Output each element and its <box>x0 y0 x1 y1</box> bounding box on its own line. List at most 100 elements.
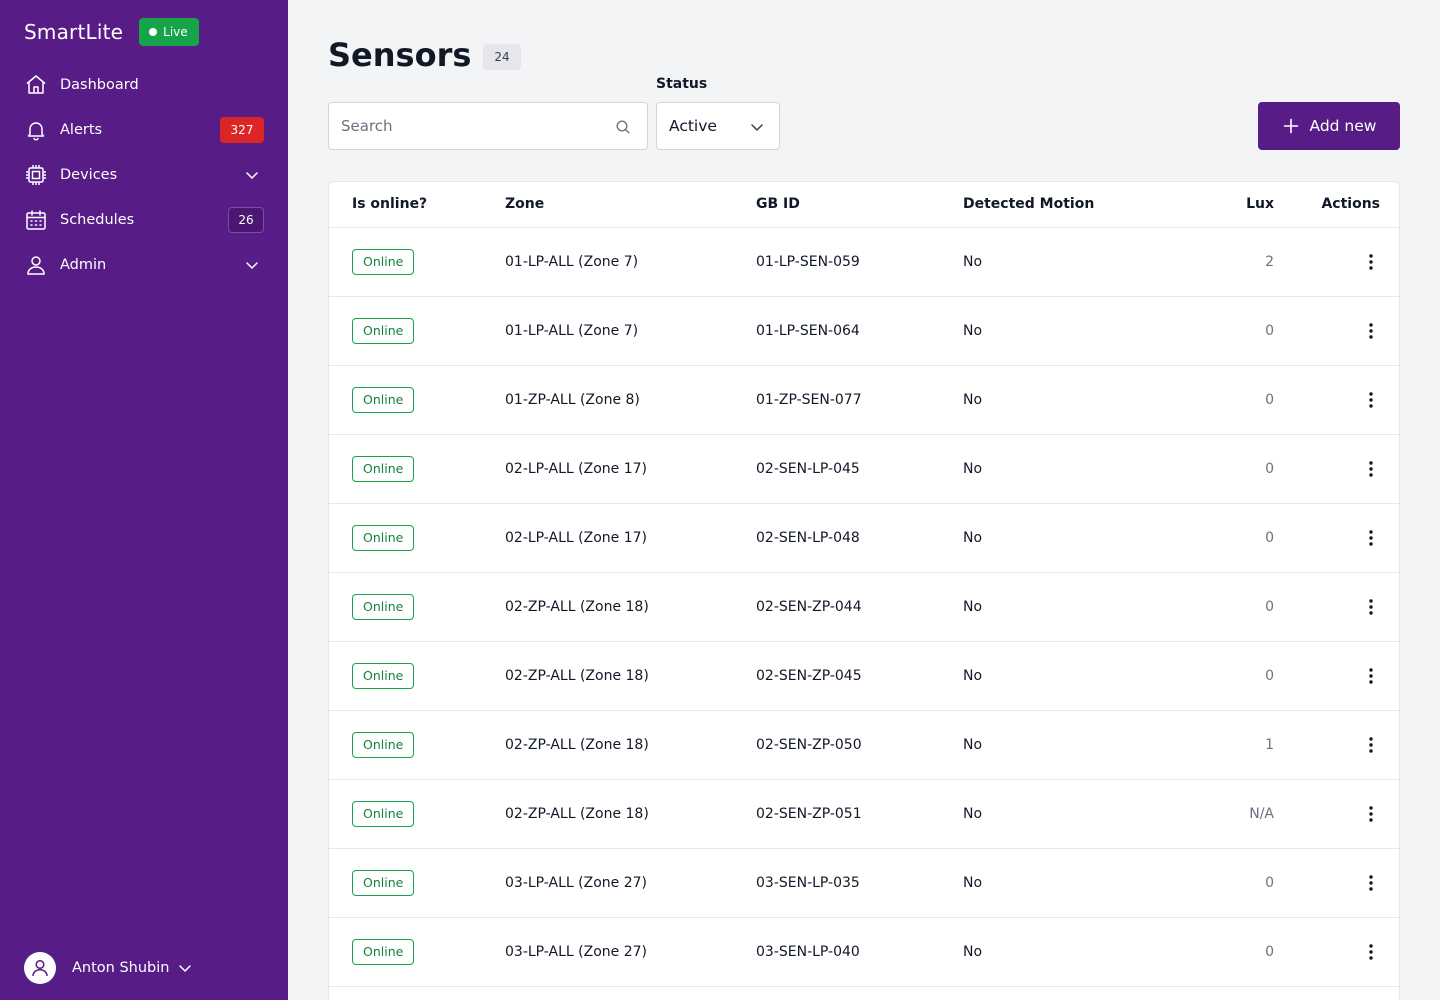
online-status-badge: Online <box>352 317 415 344</box>
app-name: SmartLite <box>24 20 124 44</box>
header-zone[interactable]: Zone <box>505 182 756 228</box>
cell-detected-motion: No <box>963 572 1163 642</box>
table-row[interactable]: Online 03-LP-ALL (Zone 27) 03-SEN-LP-035 No… <box>329 848 1399 918</box>
page-header: Sensors 24 <box>328 36 521 74</box>
more-actions-icon[interactable] <box>1359 664 1383 688</box>
search-input[interactable] <box>329 103 647 149</box>
user-avatar-icon <box>32 959 48 977</box>
cell-gb-id: 02-SEN-ZP-051 <box>756 779 963 849</box>
cell-zone: 02-ZP-ALL (Zone 18) <box>505 572 756 642</box>
cell-is-online: Online <box>329 572 505 642</box>
table-row[interactable]: Online 03-LP-ALL (Zone 27) 03-SEN-LP-040 No… <box>329 917 1399 987</box>
online-status-badge: Online <box>352 869 415 896</box>
live-badge: Live <box>139 18 199 46</box>
table-row[interactable]: Online 01-ZP-ALL (Zone 8) 01-ZP-SEN-077 No 0 <box>329 365 1399 435</box>
status-selected-value: Active <box>669 117 717 135</box>
more-actions-icon[interactable] <box>1359 871 1383 895</box>
cell-is-online: Online <box>329 779 505 849</box>
online-status-badge: Online <box>352 662 415 689</box>
calendar-icon <box>24 208 48 232</box>
table-row[interactable]: Online 01-LP-ALL (Zone 7) 01-LP-SEN-059 No 2 <box>329 227 1399 297</box>
online-status-badge: Online <box>352 731 415 758</box>
add-new-button[interactable]: Add new <box>1258 102 1400 150</box>
sidebar-item-label: Admin <box>60 256 107 273</box>
live-label: Live <box>163 25 188 39</box>
page-title: Sensors <box>328 36 472 74</box>
cell-actions <box>1274 572 1399 642</box>
cell-detected-motion: No <box>963 296 1163 366</box>
sidebar-item-devices[interactable]: Devices <box>0 152 288 197</box>
sidebar-nav: Dashboard Alerts 327 Devices Schedules 2… <box>0 62 288 287</box>
table-row[interactable]: Online 02-ZP-ALL (Zone 18) 02-SEN-ZP-051 No… <box>329 779 1399 849</box>
table-row[interactable]: Online 02-ZP-ALL (Zone 18) 02-SEN-ZP-044 No… <box>329 572 1399 642</box>
sidebar-item-label: Dashboard <box>60 76 139 93</box>
chevron-down-icon <box>751 124 763 131</box>
more-actions-icon[interactable] <box>1359 526 1383 550</box>
sidebar-item-label: Devices <box>60 166 118 183</box>
cell-lux: N/A <box>1163 779 1274 849</box>
cell-lux: 0 <box>1163 434 1274 504</box>
chevron-down-icon <box>246 261 258 269</box>
sidebar-item-admin[interactable]: Admin <box>0 242 288 287</box>
more-actions-icon[interactable] <box>1359 595 1383 619</box>
cell-detected-motion: No <box>963 434 1163 504</box>
cell-gb-id: 01-ZP-SEN-077 <box>756 365 963 435</box>
search-icon[interactable] <box>615 119 631 135</box>
cell-actions <box>1274 434 1399 504</box>
header-gb-id[interactable]: GB ID <box>756 182 963 228</box>
cell-zone: 03-LP-ALL (Zone 27) <box>505 917 756 987</box>
cell-gb-id: 02-SEN-ZP-044 <box>756 572 963 642</box>
sensor-count-badge: 24 <box>483 44 521 70</box>
cell-detected-motion: No <box>963 365 1163 435</box>
cell-is-online: Online <box>329 365 505 435</box>
status-select[interactable]: Active <box>656 102 780 150</box>
more-actions-icon[interactable] <box>1359 733 1383 757</box>
more-actions-icon[interactable] <box>1359 319 1383 343</box>
more-actions-icon[interactable] <box>1359 940 1383 964</box>
cell-is-online: Online <box>329 503 505 573</box>
online-status-badge: Online <box>352 455 415 482</box>
sensors-table: Is online? Zone GB ID Detected Motion Lu… <box>328 181 1400 1000</box>
header-is-online[interactable]: Is online? <box>329 182 505 228</box>
cell-lux: 0 <box>1163 917 1274 987</box>
user-menu[interactable]: Anton Shubin <box>24 952 193 984</box>
cell-detected-motion: No <box>963 503 1163 573</box>
sidebar-item-alerts[interactable]: Alerts 327 <box>0 107 288 152</box>
table-row[interactable]: Online 02-LP-ALL (Zone 17) 02-SEN-LP-048 No… <box>329 503 1399 573</box>
online-status-badge: Online <box>352 248 415 275</box>
home-icon <box>24 73 48 97</box>
table-row[interactable]: Online 02-LP-ALL (Zone 17) 02-SEN-LP-045 No… <box>329 434 1399 504</box>
table-row[interactable]: Online 02-ZP-ALL (Zone 18) 02-SEN-ZP-045 No… <box>329 641 1399 711</box>
online-status-badge: Online <box>352 800 415 827</box>
cell-detected-motion: No <box>963 917 1163 987</box>
cell-is-online: Online <box>329 296 505 366</box>
cell-gb-id: 03-SEN-LP-040 <box>756 917 963 987</box>
sidebar: SmartLite Live Dashboard Alerts 327 Devi… <box>0 0 288 1000</box>
cell-gb-id: 02-SEN-LP-048 <box>756 503 963 573</box>
cell-gb-id: 03-SEN-LP-035 <box>756 848 963 918</box>
sidebar-item-dashboard[interactable]: Dashboard <box>0 62 288 107</box>
cell-actions <box>1274 848 1399 918</box>
cell-actions <box>1274 917 1399 987</box>
more-actions-icon[interactable] <box>1359 457 1383 481</box>
cell-lux: 1 <box>1163 710 1274 780</box>
chip-icon <box>24 163 48 187</box>
cell-lux: 0 <box>1163 365 1274 435</box>
schedules-count-badge: 26 <box>228 206 264 233</box>
cell-is-online: Online <box>329 848 505 918</box>
cell-zone: 02-LP-ALL (Zone 17) <box>505 503 756 573</box>
header-detected-motion[interactable]: Detected Motion <box>963 182 1163 228</box>
cell-zone: 02-ZP-ALL (Zone 18) <box>505 641 756 711</box>
more-actions-icon[interactable] <box>1359 250 1383 274</box>
table-row[interactable]: Online 02-ZP-ALL (Zone 18) 02-SEN-ZP-050 No… <box>329 710 1399 780</box>
table-row[interactable]: Online 01-LP-ALL (Zone 7) 01-LP-SEN-064 No 0 <box>329 296 1399 366</box>
header-lux[interactable]: Lux <box>1163 182 1274 228</box>
sidebar-item-schedules[interactable]: Schedules 26 <box>0 197 288 242</box>
sidebar-item-label: Schedules <box>60 211 135 228</box>
more-actions-icon[interactable] <box>1359 388 1383 412</box>
cell-detected-motion: No <box>963 710 1163 780</box>
cell-gb-id: 02-SEN-ZP-050 <box>756 710 963 780</box>
more-actions-icon[interactable] <box>1359 802 1383 826</box>
cell-zone: 02-ZP-ALL (Zone 18) <box>505 779 756 849</box>
cell-detected-motion: No <box>963 641 1163 711</box>
